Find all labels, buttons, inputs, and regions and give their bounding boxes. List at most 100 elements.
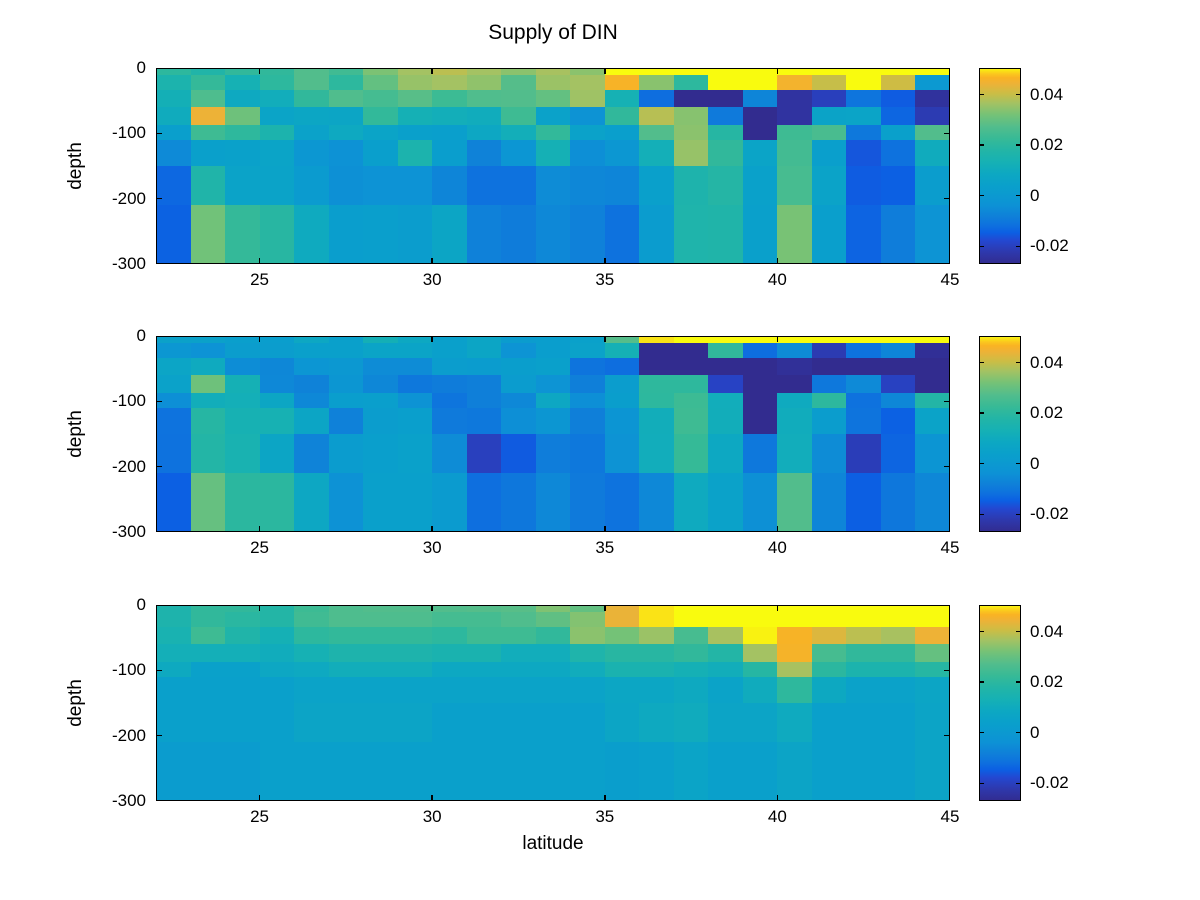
heatmap-cell — [535, 336, 572, 344]
heatmap-cell — [777, 205, 813, 264]
y-tick-mark — [156, 336, 162, 337]
heatmap-cell — [915, 205, 950, 264]
heatmap-cell — [363, 166, 399, 206]
heatmap-cell — [397, 626, 433, 645]
heatmap-cell — [639, 139, 675, 167]
heatmap-cell — [880, 68, 917, 76]
x-tick-mark — [604, 605, 606, 611]
heatmap-cell — [708, 676, 744, 704]
heatmap-cell — [466, 742, 502, 801]
heatmap-cell — [915, 626, 950, 645]
y-tick-mark — [944, 605, 950, 606]
x-tick-label: 30 — [422, 538, 442, 557]
y-tick-mark — [944, 465, 950, 468]
y-tick-label: -300 — [111, 254, 146, 273]
heatmap-cell — [604, 611, 641, 628]
heatmap-cell — [328, 336, 364, 344]
heatmap-cell — [777, 139, 813, 167]
heatmap-cell — [570, 205, 606, 264]
heatmap-cell — [846, 342, 882, 359]
heatmap-cell — [156, 166, 192, 206]
heatmap-cell — [639, 407, 675, 435]
heatmap-cell — [777, 434, 813, 474]
heatmap-cell — [501, 205, 537, 264]
heatmap-cell — [535, 124, 572, 141]
heatmap-cell — [535, 742, 572, 801]
heatmap-cell — [501, 434, 537, 474]
heatmap-cell — [570, 166, 606, 206]
heatmap-cell — [294, 643, 330, 663]
heatmap-cell — [328, 342, 364, 359]
heatmap-cell — [190, 106, 226, 126]
heatmap-cell — [811, 124, 848, 141]
heatmap-cell — [570, 434, 606, 474]
heatmap-cell — [742, 643, 779, 663]
heatmap-cell — [363, 124, 399, 141]
heatmap-cell — [880, 434, 917, 474]
heatmap-cell — [570, 473, 606, 532]
x-tick-mark — [949, 605, 950, 611]
heatmap-cell — [742, 357, 779, 376]
heatmap-cell — [708, 434, 744, 474]
heatmap-cell — [673, 676, 710, 704]
heatmap-cell — [225, 106, 261, 126]
heatmap-cell — [742, 106, 779, 126]
heatmap-cell — [328, 676, 364, 704]
heatmap-cell — [294, 374, 330, 394]
heatmap-cell — [811, 605, 848, 613]
heatmap-cell — [604, 605, 641, 613]
heatmap-cell — [673, 374, 710, 394]
heatmap-cell — [432, 124, 468, 141]
heatmap-cell — [363, 205, 399, 264]
heatmap-cell — [570, 74, 606, 91]
heatmap-cell — [190, 124, 226, 141]
heatmap-cell — [466, 74, 502, 91]
heatmap-cell — [570, 124, 606, 141]
y-tick-mark — [156, 263, 162, 264]
x-tick-label: 25 — [250, 270, 270, 289]
heatmap-cell — [501, 407, 537, 435]
y-tick-mark — [944, 531, 950, 532]
heatmap-cell — [432, 676, 468, 704]
heatmap-cell — [880, 74, 917, 91]
heatmap-cell — [742, 374, 779, 394]
heatmap-cell — [294, 357, 330, 376]
heatmap-cell — [708, 357, 744, 376]
heatmap-cell — [811, 74, 848, 91]
colorbar-tick-label: 0 — [1030, 185, 1040, 205]
heatmap-cell — [397, 473, 433, 532]
heatmap-cell — [466, 374, 502, 394]
heatmap-cell — [604, 473, 641, 532]
heatmap-cell — [742, 742, 779, 801]
heatmap-cell — [708, 74, 744, 91]
heatmap-cell — [708, 205, 744, 264]
heatmap-cell — [915, 605, 950, 613]
heatmap-cell — [225, 205, 261, 264]
x-tick-mark — [258, 795, 261, 801]
heatmap-cell — [535, 139, 572, 167]
heatmap-cell — [156, 139, 192, 167]
colorbar-bottom — [979, 605, 1021, 801]
heatmap-cell — [432, 703, 468, 743]
heatmap-cell — [156, 434, 192, 474]
heatmap-cell — [673, 661, 710, 678]
heatmap-cell — [915, 661, 950, 678]
heatmap-cell — [673, 124, 710, 141]
y-tick-label: -200 — [111, 725, 146, 745]
heatmap-cell — [811, 643, 848, 663]
heatmap-cell — [466, 473, 502, 532]
heatmap-cell — [915, 139, 950, 167]
y-tick-label: 0 — [136, 58, 146, 77]
heatmap-cell — [673, 473, 710, 532]
heatmap-cell — [811, 336, 848, 344]
heatmap-cell — [397, 336, 433, 344]
heatmap-cell — [604, 407, 641, 435]
heatmap-cell — [639, 342, 675, 359]
heatmap-cell — [708, 336, 744, 344]
heatmap-cell — [501, 626, 537, 645]
x-tick-label: 40 — [767, 538, 787, 557]
heatmap-cell — [915, 611, 950, 628]
heatmap-cell — [501, 473, 537, 532]
y-tick-mark — [944, 400, 950, 403]
heatmap-cell — [535, 643, 572, 663]
